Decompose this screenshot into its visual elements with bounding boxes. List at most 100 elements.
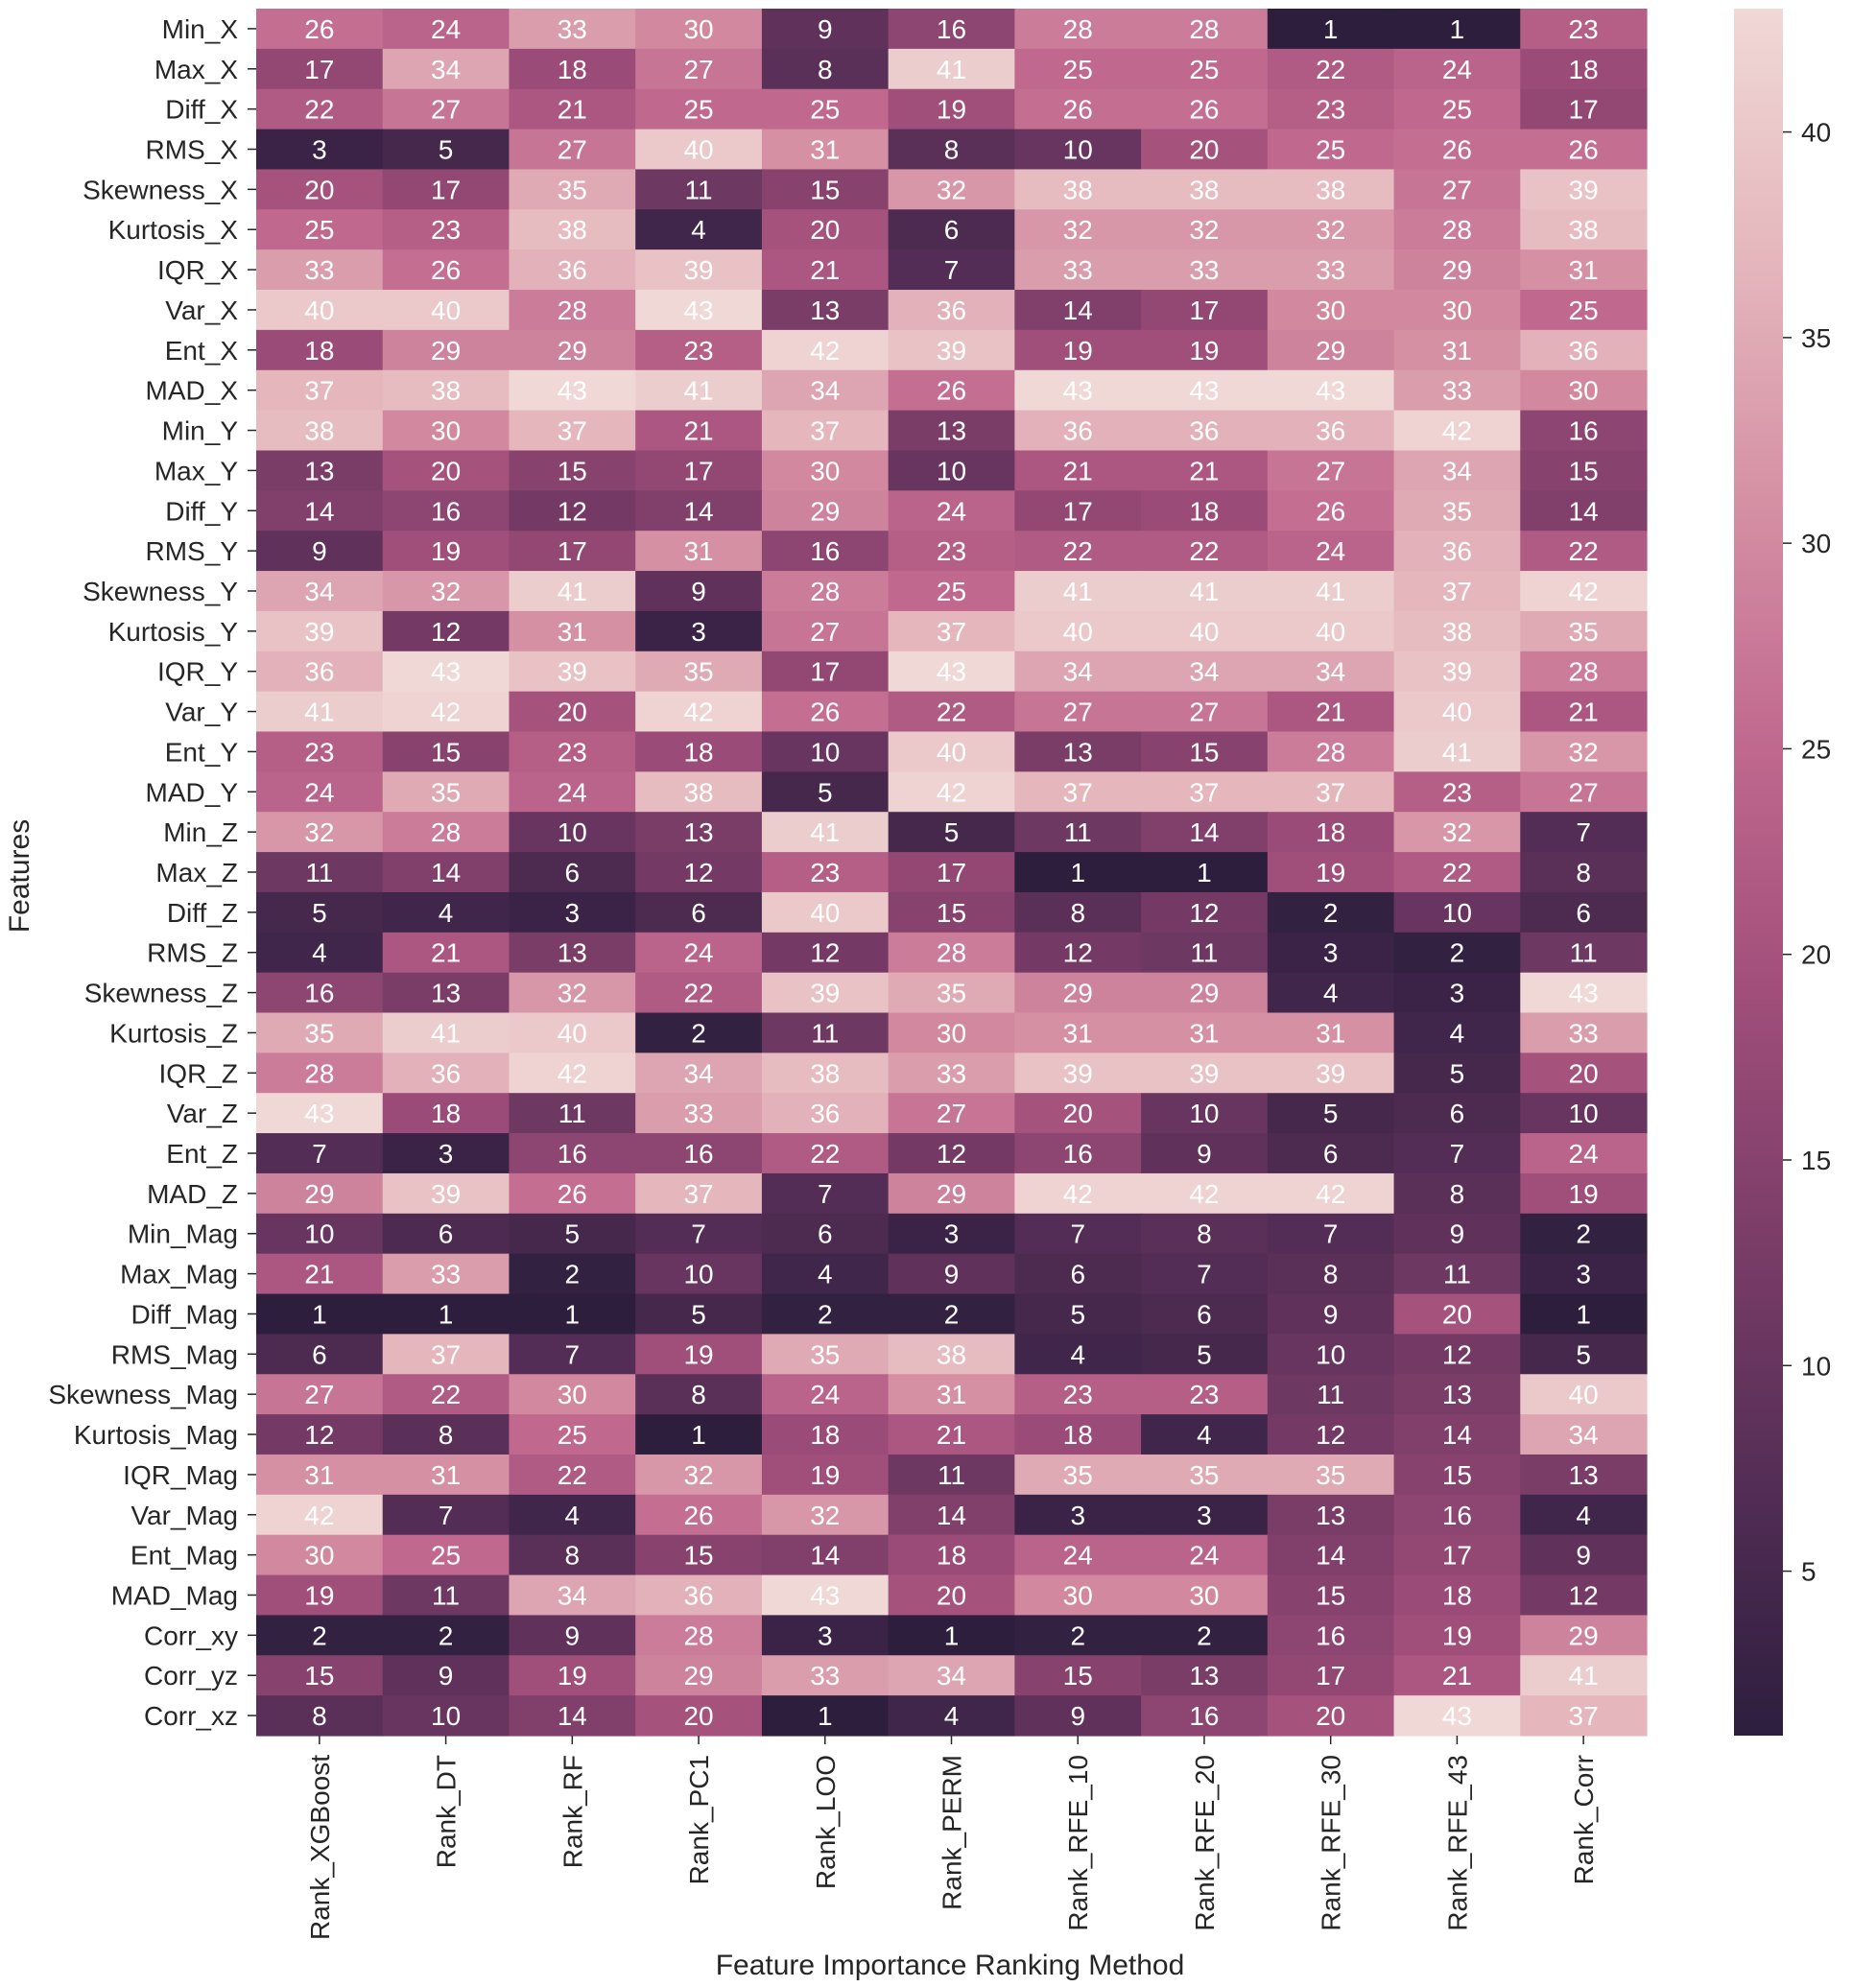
- heatmap-cell: [509, 369, 636, 412]
- heatmap-cell: [635, 290, 763, 331]
- cell-value-label: 34: [1189, 657, 1219, 687]
- cell-value-label: 29: [810, 496, 840, 526]
- cell-value-label: 29: [1063, 979, 1093, 1008]
- cell-value-label: 18: [431, 1099, 461, 1128]
- y-tick-label: Var_Mag: [131, 1501, 238, 1530]
- cell-value-label: 12: [558, 496, 587, 526]
- cell-value-label: 13: [1442, 1380, 1472, 1409]
- cell-value-label: 3: [1450, 979, 1465, 1008]
- heatmap-cell: [509, 1012, 636, 1053]
- cell-value-label: 34: [683, 1058, 713, 1088]
- heatmap-cell: [888, 369, 1015, 412]
- cell-value-label: 30: [1063, 1580, 1093, 1610]
- heatmap-cell: [1267, 9, 1395, 50]
- heatmap-cell: [1141, 88, 1269, 130]
- cell-value-label: 32: [937, 175, 966, 204]
- heatmap-cell: [509, 129, 636, 171]
- heatmap-cell: [509, 1093, 636, 1134]
- heatmap-cell: [1520, 1534, 1648, 1576]
- cell-value-label: 12: [1569, 1580, 1599, 1610]
- cell-value-label: 11: [305, 858, 333, 887]
- cell-value-label: 24: [937, 496, 966, 526]
- y-tick-label: Diff_Mag: [131, 1299, 238, 1329]
- y-tick-label: MAD_Z: [147, 1179, 238, 1209]
- x-tick-label: Rank_LOO: [811, 1755, 841, 1889]
- y-tick-label: Kurtosis_Z: [109, 1018, 238, 1048]
- cell-value-label: 42: [304, 1501, 334, 1530]
- cell-value-label: 40: [683, 135, 713, 165]
- heatmap-cell: [1267, 731, 1395, 772]
- heatmap-cell: [1014, 1655, 1142, 1696]
- cell-value-label: 17: [1442, 1541, 1472, 1571]
- heatmap-cell: [1393, 1133, 1521, 1174]
- heatmap-cell: [509, 651, 636, 693]
- cell-value-label: 31: [1316, 1018, 1345, 1048]
- cell-value-label: 24: [1316, 536, 1345, 566]
- cell-value-label: 13: [1189, 1661, 1219, 1691]
- cell-value-label: 22: [1442, 858, 1472, 887]
- cell-value-label: 33: [810, 1661, 840, 1691]
- cell-value-label: 16: [558, 1139, 587, 1169]
- cell-value-label: 43: [1442, 1701, 1472, 1731]
- cell-value-label: 20: [558, 698, 587, 727]
- cell-value-label: 23: [937, 536, 966, 566]
- heatmap-cells: [256, 9, 1648, 1737]
- heatmap-cell: [382, 972, 511, 1014]
- heatmap-cell: [1393, 1293, 1521, 1335]
- cell-value-label: 32: [431, 577, 461, 606]
- heatmap-cell: [1267, 571, 1395, 612]
- cell-value-label: 21: [683, 416, 713, 446]
- heatmap-cell: [635, 571, 763, 612]
- heatmap-cell: [382, 209, 511, 250]
- heatmap-cell: [1141, 1253, 1269, 1295]
- cell-value-label: 33: [1063, 255, 1093, 285]
- cell-value-label: 10: [1569, 1099, 1599, 1128]
- cell-value-label: 38: [1189, 175, 1219, 204]
- heatmap-cell: [1520, 1133, 1648, 1174]
- cell-value-label: 9: [944, 1260, 960, 1289]
- heatmap-cell: [382, 812, 511, 853]
- cell-value-label: 35: [304, 1018, 334, 1048]
- heatmap-cell: [761, 48, 890, 90]
- cell-value-label: 15: [937, 898, 966, 928]
- heatmap-cell: [382, 410, 511, 452]
- cell-value-label: 29: [304, 1179, 334, 1209]
- cell-value-label: 35: [937, 979, 966, 1008]
- cell-value-label: 27: [304, 1380, 334, 1409]
- cell-value-label: 31: [937, 1380, 966, 1409]
- cell-value-label: 2: [1450, 938, 1465, 968]
- heatmap-cell: [1267, 852, 1395, 893]
- heatmap-cell: [1014, 1615, 1142, 1656]
- heatmap-cell: [761, 1293, 890, 1335]
- heatmap-cell: [509, 1454, 636, 1496]
- y-tick-label: MAD_Y: [146, 777, 239, 807]
- cell-value-label: 35: [810, 1339, 840, 1369]
- heatmap-cell: [761, 610, 890, 652]
- cell-value-label: 21: [1316, 698, 1345, 727]
- heatmap-cell: [1520, 1655, 1648, 1696]
- heatmap-cell: [888, 1253, 1015, 1295]
- heatmap-cell: [1520, 852, 1648, 893]
- cell-value-label: 4: [691, 215, 706, 245]
- heatmap-cell: [761, 1574, 890, 1617]
- cell-value-label: 26: [1569, 135, 1599, 165]
- cell-value-label: 5: [439, 135, 454, 165]
- heatmap-cell: [382, 490, 511, 532]
- cell-value-label: 42: [1316, 1179, 1345, 1209]
- cell-value-label: 20: [683, 1701, 713, 1731]
- y-tick-label: Min_Mag: [128, 1219, 238, 1249]
- cell-value-label: 16: [937, 14, 966, 44]
- heatmap-cell: [761, 1334, 890, 1375]
- y-tick-label: Kurtosis_Mag: [74, 1420, 238, 1450]
- heatmap-cell: [635, 972, 763, 1014]
- heatmap-cell: [635, 1414, 763, 1455]
- cell-value-label: 36: [1316, 416, 1345, 446]
- cell-value-label: 33: [937, 1058, 966, 1088]
- cell-value-label: 9: [439, 1661, 454, 1691]
- cell-value-label: 11: [1190, 938, 1218, 968]
- cell-value-label: 31: [1189, 1018, 1219, 1048]
- cell-value-label: 22: [1316, 55, 1345, 84]
- heatmap-cell: [1520, 1172, 1648, 1215]
- cell-value-label: 18: [304, 336, 334, 366]
- cell-value-label: 9: [1323, 1299, 1339, 1329]
